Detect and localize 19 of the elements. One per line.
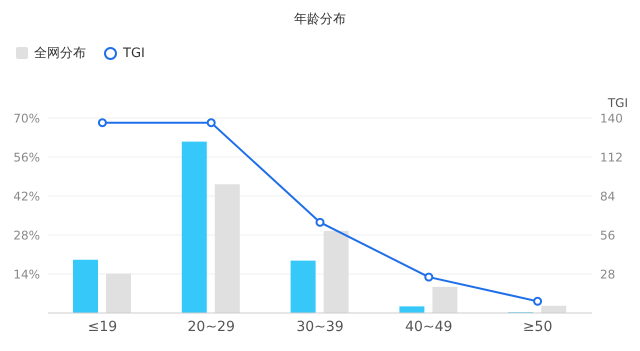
y-tick-label: 56%	[13, 150, 40, 164]
y-tick-label: 28%	[13, 228, 40, 242]
legend-label: 全网分布	[34, 45, 86, 62]
y2-tick-label: 112	[600, 150, 623, 164]
y2-tick-label: 28	[600, 267, 616, 282]
x-tick-label: 20~29	[188, 318, 235, 335]
y-tick-label: 70%	[13, 111, 40, 126]
legend-label: TGI	[123, 46, 145, 60]
chart-title: 年龄分布	[293, 11, 347, 28]
x-tick-label: 30~39	[296, 318, 344, 335]
y2-axis-title: TGI	[608, 96, 628, 110]
y2-tick-label: 56	[600, 228, 616, 242]
x-tick-label: ≥50	[522, 318, 552, 335]
x-tick-label: 40~49	[405, 318, 452, 335]
y2-tick-label: 140	[600, 111, 623, 126]
y2-tick-label: 84	[600, 189, 616, 204]
y-tick-label: 14%	[13, 267, 40, 282]
y-tick-label: 42%	[13, 189, 40, 204]
x-tick-label: ≤19	[88, 318, 118, 335]
